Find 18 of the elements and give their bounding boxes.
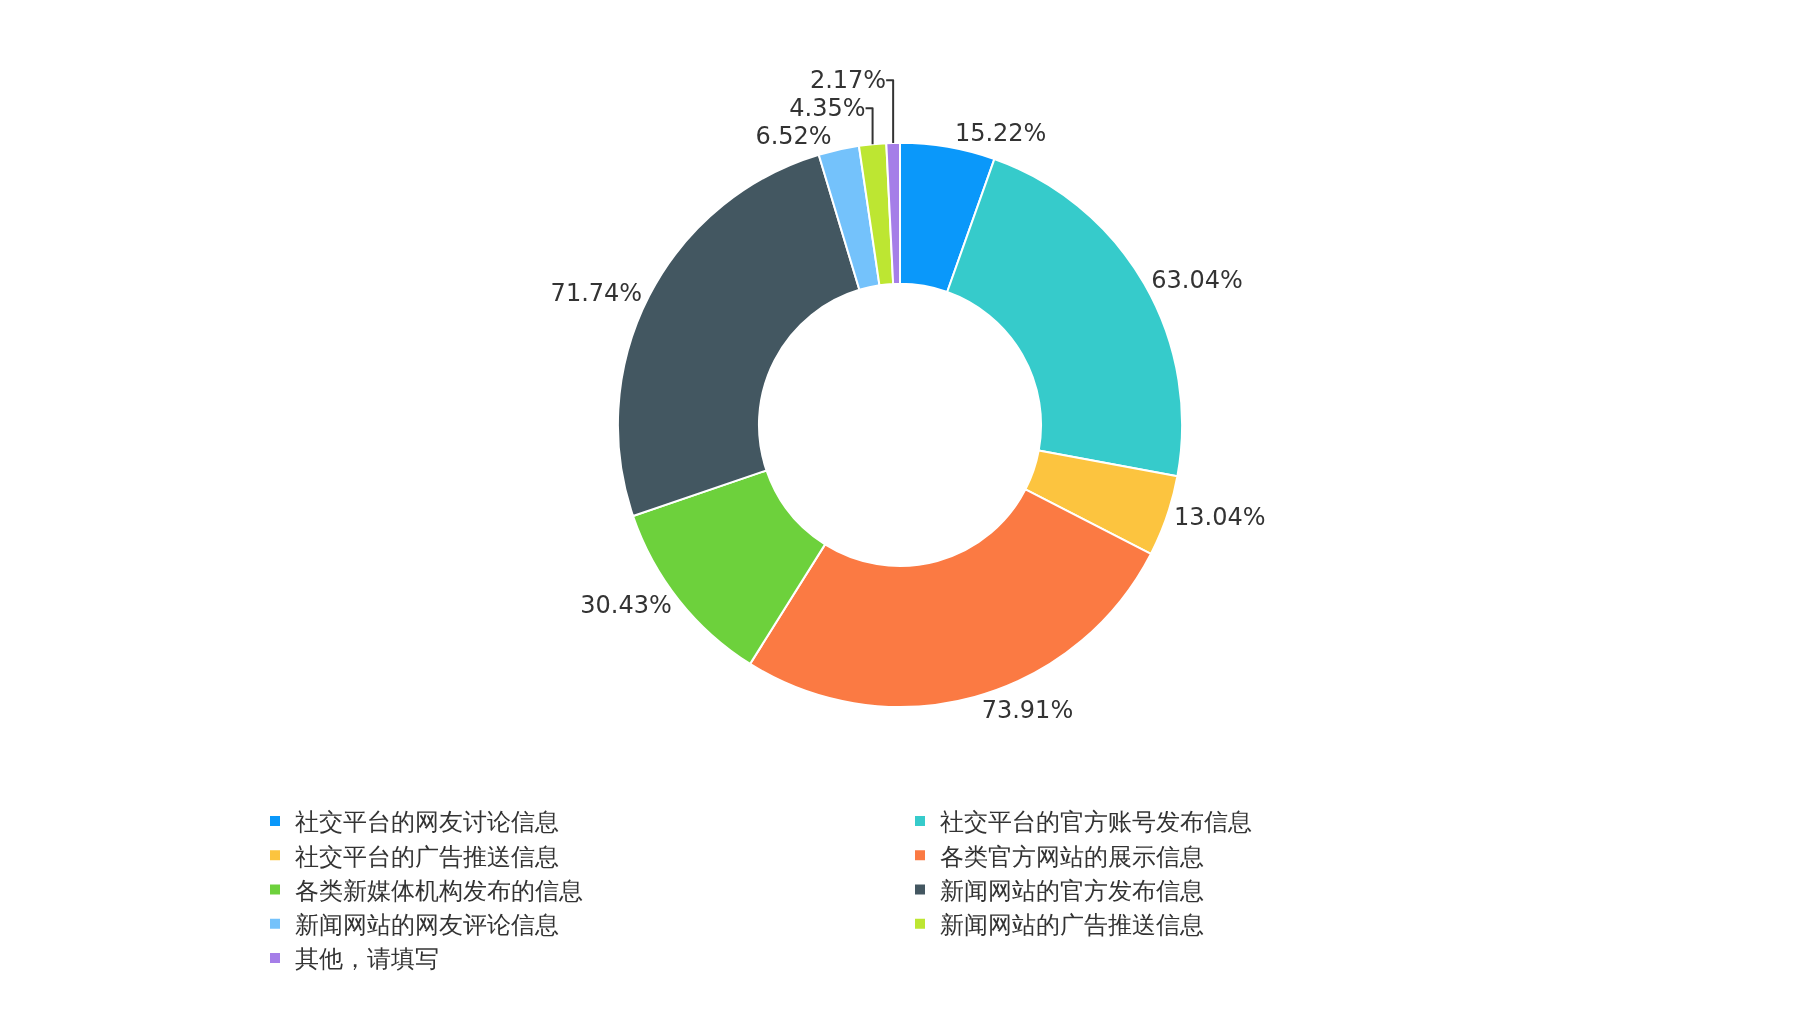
- legend-label: 其他，请填写: [295, 945, 439, 974]
- legend-label: 各类新媒体机构发布的信息: [295, 876, 583, 905]
- legend-label: 各类官方网站的展示信息: [940, 842, 1204, 871]
- data-label: 71.74%: [550, 278, 643, 307]
- data-label: 4.35%: [789, 94, 866, 123]
- data-label: 63.04%: [1151, 266, 1243, 295]
- legend-label: 社交平台的广告推送信息: [295, 842, 559, 871]
- legend-label: 社交平台的官方账号发布信息: [940, 808, 1252, 837]
- data-label: 2.17%: [809, 66, 887, 95]
- data-label: 13.04%: [1173, 503, 1266, 532]
- data-label: 30.43%: [580, 591, 672, 620]
- data-label: 6.52%: [755, 122, 832, 151]
- legend-label: 新闻网站的广告推送信息: [940, 911, 1204, 940]
- data-label: 73.91%: [981, 695, 1074, 724]
- legend-label: 社交平台的网友讨论信息: [295, 808, 559, 837]
- data-label: 15.22%: [954, 119, 1047, 148]
- legend-label: 新闻网站的网友评论信息: [295, 911, 559, 940]
- legend-label: 新闻网站的官方发布信息: [940, 876, 1204, 905]
